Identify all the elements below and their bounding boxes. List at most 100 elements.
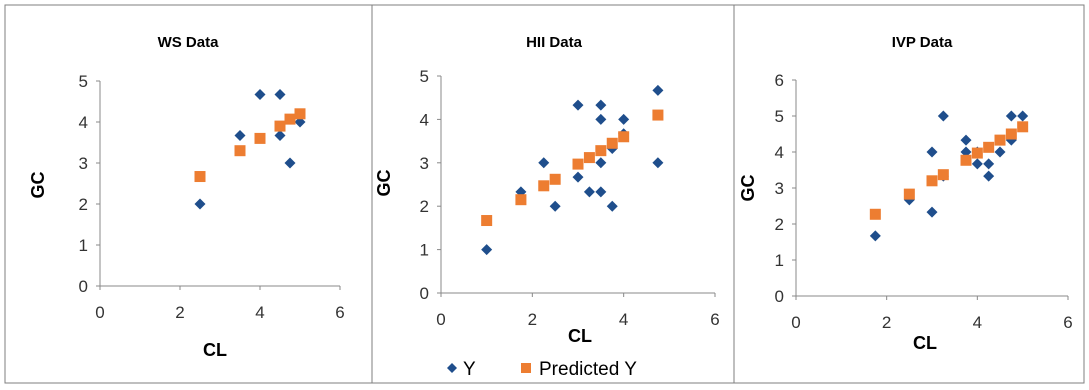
data-point-predicted-y — [926, 175, 938, 187]
x-tick-label: 6 — [335, 303, 344, 322]
data-point-predicted-y — [937, 169, 949, 181]
chart-title: HII Data — [526, 34, 583, 51]
y-tick-label: 5 — [420, 67, 429, 86]
legend-label-predicted-y: Predicted Y — [539, 359, 637, 380]
y-tick-label: 5 — [775, 107, 784, 126]
data-point-y — [595, 99, 607, 111]
data-point-y — [994, 146, 1006, 158]
data-point-predicted-y — [481, 215, 493, 227]
y-tick-label: 1 — [420, 241, 429, 260]
y-tick-label: 4 — [420, 110, 429, 129]
data-point-y — [194, 198, 206, 210]
data-point-predicted-y — [869, 208, 881, 220]
data-point-y — [284, 157, 296, 169]
y-tick-label: 3 — [420, 154, 429, 173]
chart-panel-1 — [4, 4, 373, 384]
x-axis-label: CL — [913, 333, 937, 353]
x-tick-label: 0 — [95, 303, 104, 322]
data-point-y — [983, 158, 995, 170]
data-point-y — [971, 158, 983, 170]
data-point-y — [618, 113, 630, 125]
legend-marker-y — [447, 363, 457, 373]
data-point-predicted-y — [538, 180, 550, 192]
legend-marker-predicted-y — [521, 363, 531, 373]
data-point-y — [983, 170, 995, 182]
data-point-y — [595, 157, 607, 169]
data-point-y — [595, 186, 607, 198]
data-point-y — [595, 113, 607, 125]
data-point-y — [234, 130, 246, 142]
x-axis-label: CL — [203, 340, 227, 360]
data-point-y — [960, 134, 972, 146]
data-point-y — [572, 171, 584, 183]
legend-label-y: Y — [463, 359, 476, 380]
data-point-y — [960, 146, 972, 158]
data-point-y — [926, 146, 938, 158]
y-tick-label: 4 — [79, 113, 88, 132]
y-axis-label: GC — [738, 174, 758, 201]
y-tick-label: 6 — [775, 71, 784, 90]
data-point-y — [549, 200, 561, 212]
data-point-y — [1005, 110, 1017, 122]
y-axis-label: GC — [28, 171, 48, 198]
x-tick-label: 2 — [175, 303, 184, 322]
data-point-y — [1017, 110, 1029, 122]
data-point-y — [274, 89, 286, 101]
data-point-y — [538, 157, 550, 169]
data-point-predicted-y — [652, 109, 664, 121]
x-tick-label: 4 — [255, 303, 264, 322]
data-point-predicted-y — [515, 194, 527, 206]
data-point-predicted-y — [194, 171, 206, 183]
y-tick-label: 2 — [775, 215, 784, 234]
data-point-y — [652, 157, 664, 169]
y-tick-label: 0 — [775, 287, 784, 306]
y-tick-label: 3 — [775, 179, 784, 198]
data-point-predicted-y — [1005, 128, 1017, 140]
data-point-y — [937, 110, 949, 122]
data-point-predicted-y — [994, 134, 1006, 146]
x-axis-label: CL — [568, 326, 592, 346]
x-tick-label: 0 — [791, 313, 800, 332]
data-point-predicted-y — [583, 152, 595, 164]
data-point-y — [606, 200, 618, 212]
chart-title: WS Data — [158, 34, 220, 51]
data-point-predicted-y — [1017, 121, 1029, 133]
data-point-predicted-y — [606, 137, 618, 149]
x-tick-label: 4 — [619, 310, 628, 329]
y-tick-label: 5 — [79, 72, 88, 91]
data-point-predicted-y — [903, 188, 915, 200]
data-point-y — [274, 130, 286, 142]
data-point-y — [572, 99, 584, 111]
data-point-predicted-y — [549, 173, 561, 185]
data-point-predicted-y — [572, 158, 584, 170]
data-point-y — [583, 186, 595, 198]
data-point-predicted-y — [595, 145, 607, 157]
data-point-predicted-y — [983, 141, 995, 153]
data-point-predicted-y — [960, 154, 972, 166]
x-tick-label: 6 — [1063, 313, 1072, 332]
y-tick-label: 0 — [420, 284, 429, 303]
data-point-predicted-y — [274, 120, 286, 132]
chart-title: IVP Data — [892, 34, 953, 51]
data-point-y — [481, 244, 493, 256]
y-tick-label: 4 — [775, 143, 784, 162]
data-point-predicted-y — [294, 108, 306, 120]
y-tick-label: 2 — [420, 197, 429, 216]
chart-panel-2 — [371, 4, 735, 384]
x-tick-label: 0 — [436, 310, 445, 329]
data-point-y — [254, 89, 266, 101]
data-point-predicted-y — [254, 132, 266, 144]
x-tick-label: 6 — [710, 310, 719, 329]
y-tick-label: 2 — [79, 195, 88, 214]
data-point-predicted-y — [234, 145, 246, 157]
data-point-y — [869, 230, 881, 242]
data-point-y — [652, 84, 664, 96]
y-axis-label: GC — [374, 169, 394, 196]
data-point-predicted-y — [971, 147, 983, 159]
data-point-predicted-y — [284, 113, 296, 125]
y-tick-label: 1 — [79, 236, 88, 255]
x-tick-label: 2 — [882, 313, 891, 332]
y-tick-label: 1 — [775, 251, 784, 270]
data-point-predicted-y — [618, 131, 630, 143]
